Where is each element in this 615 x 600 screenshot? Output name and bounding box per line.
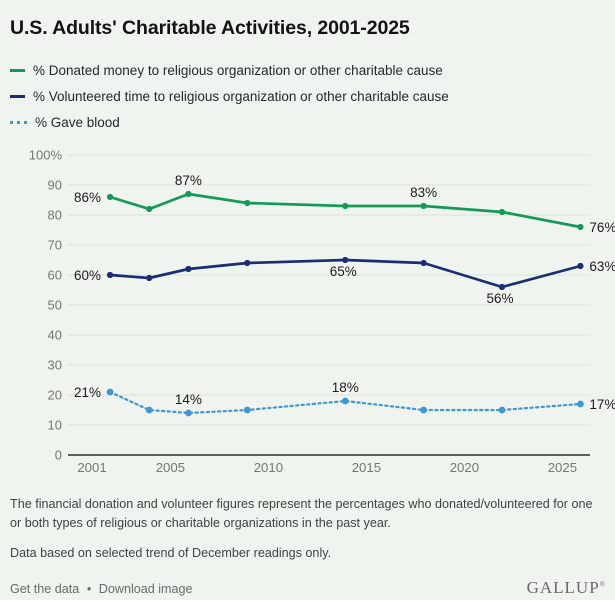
point-label: 56% [487, 291, 514, 306]
data-point [106, 388, 114, 396]
point-label: 86% [74, 190, 101, 205]
data-point [106, 193, 114, 201]
footnote-definition: The financial donation and volunteer fig… [10, 497, 593, 530]
y-tick-label: 50 [48, 298, 62, 313]
data-point [341, 397, 349, 405]
legend-swatch-solid [10, 68, 25, 72]
data-point [342, 202, 349, 210]
get-the-data-link[interactable]: Get the data [10, 581, 80, 596]
gallup-wordmark: GALLUP [526, 577, 600, 597]
data-point [420, 202, 427, 210]
download-image-link[interactable]: Download image [98, 581, 193, 596]
data-point [498, 406, 506, 414]
data-point [498, 208, 506, 216]
y-tick-label: 100% [29, 148, 63, 163]
data-point [577, 400, 584, 408]
data-point [146, 205, 153, 213]
series-line-1 [108, 258, 582, 289]
data-point [420, 259, 427, 267]
data-point [342, 256, 349, 264]
point-label: 87% [175, 173, 202, 188]
y-tick-label: 70 [48, 238, 62, 253]
data-point [577, 262, 584, 270]
data-point [185, 265, 192, 273]
point-label: 17% [589, 397, 615, 412]
data-point [420, 406, 428, 414]
legend-swatch-dotted [10, 120, 27, 124]
footer: Get the data • Download image GALLUP® [10, 578, 605, 598]
legend-label: % Gave blood [35, 114, 120, 130]
data-point [577, 223, 584, 231]
x-tick-label: 2005 [156, 460, 185, 475]
y-tick-label: 90 [48, 178, 62, 193]
series-line-0 [108, 192, 582, 229]
footnote-trend: Data based on selected trend of December… [10, 545, 332, 560]
chart-card: U.S. Adults' Charitable Activities, 2001… [0, 15, 615, 598]
point-label: 18% [332, 380, 359, 395]
footer-link-separator: • [86, 581, 92, 596]
data-point [244, 199, 251, 207]
point-label: 60% [74, 268, 101, 283]
y-tick-label: 80 [48, 208, 62, 223]
data-point [243, 406, 251, 414]
x-tick-label: 2015 [352, 460, 381, 475]
y-tick-label: 20 [48, 388, 62, 403]
y-tick-label: 40 [48, 328, 62, 343]
legend-label: % Donated money to religious organizatio… [33, 62, 443, 78]
footer-links: Get the data • Download image [10, 582, 193, 596]
legend: % Donated money to religious organizatio… [10, 57, 605, 135]
point-label: 83% [410, 185, 437, 200]
registered-mark: ® [599, 580, 605, 589]
page-title: U.S. Adults' Charitable Activities, 2001… [10, 17, 410, 39]
x-tick-label: 2020 [450, 460, 479, 475]
point-label: 21% [74, 385, 101, 400]
data-point [244, 259, 251, 267]
x-tick-label: 2025 [548, 460, 577, 475]
y-tick-label: 0 [55, 448, 62, 463]
x-tick-label: 2001 [77, 460, 106, 475]
point-label: 14% [175, 392, 202, 407]
data-point [106, 271, 114, 279]
x-tick-label: 2010 [254, 460, 283, 475]
y-tick-label: 60 [48, 268, 62, 283]
data-point [498, 283, 506, 291]
legend-item-0: % Donated money to religious organizatio… [10, 57, 605, 83]
point-label: 63% [589, 259, 615, 274]
series-line-2 [108, 390, 582, 415]
point-label: 65% [330, 264, 357, 279]
trend-chart: 0 10 20 30 40 50 60 70 80 90 100% 2001 2005 2010 2015 2… [29, 148, 615, 476]
y-tick-label: 10 [48, 418, 62, 433]
data-point [145, 406, 153, 414]
legend-item-2: % Gave blood [10, 109, 605, 135]
y-tick-label: 30 [48, 358, 62, 373]
legend-swatch-solid [10, 94, 25, 98]
data-point [185, 409, 192, 417]
legend-label: % Volunteered time to religious organiza… [33, 88, 449, 104]
data-point [185, 190, 192, 198]
gallup-logo: GALLUP® [527, 578, 605, 598]
point-label: 76% [589, 220, 615, 235]
data-point [146, 274, 153, 282]
legend-item-1: % Volunteered time to religious organiza… [10, 83, 605, 109]
